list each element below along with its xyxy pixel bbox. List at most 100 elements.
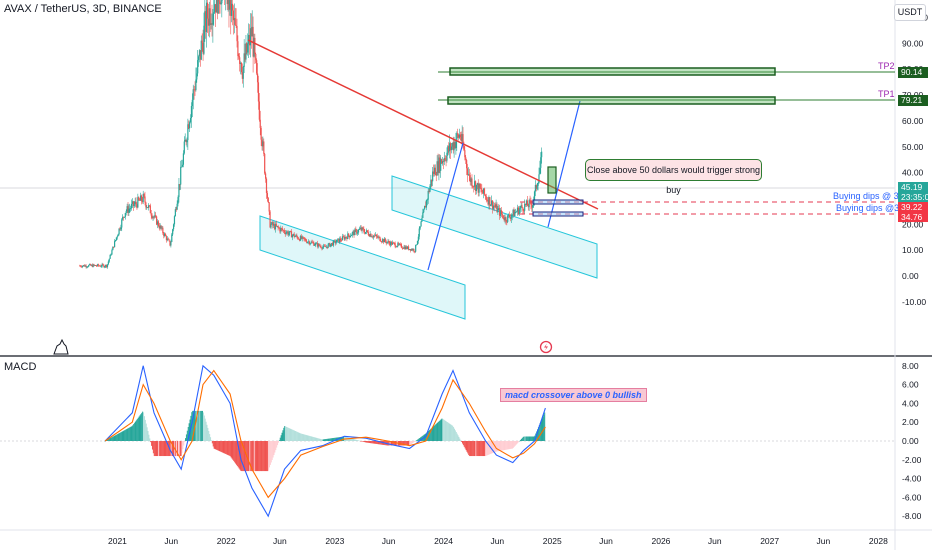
macd-histogram-bar	[265, 441, 267, 472]
macd-histogram-bar	[117, 434, 119, 441]
candle-body	[497, 208, 499, 213]
candle-body	[374, 234, 377, 236]
macd-histogram-bar	[379, 441, 381, 445]
candle-body	[318, 243, 320, 246]
candle-body	[189, 118, 192, 123]
candle-body	[479, 183, 481, 189]
candle-body	[163, 233, 165, 236]
candle-body	[114, 240, 117, 242]
macd-histogram-bar	[454, 430, 456, 441]
candle-body	[188, 124, 190, 129]
macd-histogram-bar	[148, 434, 150, 441]
candle-body	[383, 238, 386, 243]
candle-body	[432, 171, 435, 174]
candle-body	[211, 23, 213, 25]
macd-histogram-bar	[256, 441, 258, 472]
time-tick-label: Jun	[490, 536, 504, 546]
candle-body	[494, 206, 496, 208]
macd-histogram-bar	[335, 437, 337, 441]
candle-body	[474, 181, 477, 191]
candle-body	[118, 228, 120, 235]
candle-body	[80, 266, 83, 268]
candle-body	[393, 242, 395, 244]
candle-body	[142, 194, 144, 202]
candle-body	[454, 142, 456, 149]
macd-histogram-bar	[185, 438, 187, 441]
macd-histogram-bar	[497, 441, 499, 452]
candle-body	[176, 203, 178, 210]
candle-body	[306, 241, 309, 243]
macd-histogram-bar	[160, 441, 162, 457]
macd-histogram-bar	[449, 423, 451, 441]
candle-body	[435, 175, 437, 176]
candle-body	[384, 238, 386, 242]
candle-body	[200, 40, 202, 60]
candle-body	[202, 42, 204, 54]
macd-histogram-bar	[357, 440, 359, 441]
macd-histogram-bar	[153, 441, 155, 457]
macd-histogram-bar	[532, 436, 534, 441]
candle-body	[532, 205, 534, 208]
candle-body	[463, 145, 465, 151]
candle-body	[214, 4, 217, 13]
candle-body	[338, 238, 340, 243]
candle-body	[482, 192, 484, 194]
candle-body	[126, 206, 128, 212]
macd-histogram-bar	[351, 438, 353, 441]
candle-body	[256, 73, 259, 83]
macd-histogram-bar	[249, 441, 251, 472]
candle-body	[437, 161, 439, 173]
candle-body	[239, 57, 241, 64]
candle-body	[327, 244, 329, 248]
macd-histogram-bar	[368, 441, 370, 443]
candle-body	[181, 166, 183, 168]
price-tick-label: 50.00	[902, 142, 924, 152]
candle-body	[332, 240, 335, 246]
macd-histogram-bar	[294, 431, 296, 441]
candle-body	[447, 146, 449, 153]
macd-histogram-bar	[237, 441, 239, 468]
candle-body	[490, 204, 492, 206]
macd-histogram-bar	[519, 440, 521, 442]
candle-body	[438, 157, 440, 173]
candle-body	[232, 10, 235, 21]
macd-histogram-bar	[326, 438, 328, 441]
macd-histogram-bar	[441, 418, 443, 441]
candle-body	[493, 205, 495, 207]
macd-histogram-bar	[506, 441, 508, 450]
candle-body	[541, 151, 543, 158]
macd-histogram-bar	[331, 438, 333, 441]
candle-body	[179, 184, 181, 185]
macd-histogram-bar	[110, 437, 112, 441]
macd-histogram-bar	[511, 441, 513, 449]
candle-body	[263, 141, 265, 154]
candle-body	[127, 206, 129, 213]
macd-histogram-bar	[467, 441, 469, 454]
candle-body	[359, 227, 361, 230]
macd-histogram-bar	[255, 441, 257, 472]
macd-histogram-bar	[300, 433, 302, 441]
macd-histogram-bar	[129, 427, 131, 441]
candle-body	[514, 212, 516, 217]
candle-body	[100, 266, 102, 268]
macd-histogram-bar	[442, 418, 444, 441]
candle-body	[221, 0, 223, 4]
candle-body	[499, 210, 502, 216]
candle-body	[535, 184, 537, 189]
candle-body	[515, 211, 517, 213]
candle-body	[540, 157, 542, 168]
candle-body	[207, 18, 210, 26]
candle-body	[323, 245, 325, 248]
candle-body	[392, 242, 394, 244]
macd-histogram-bar	[517, 441, 519, 443]
macd-histogram-bar	[354, 439, 356, 441]
candle-body	[408, 249, 411, 250]
macd-histogram-bar	[244, 441, 246, 472]
candle-body	[388, 241, 390, 243]
currency-selector[interactable]: USDT	[894, 4, 926, 21]
macd-tick-label: 0.00	[902, 436, 919, 446]
macd-histogram-bar	[126, 429, 128, 441]
candle-body	[269, 211, 271, 228]
macd-histogram-bar	[501, 441, 503, 451]
candle-body	[390, 241, 392, 246]
